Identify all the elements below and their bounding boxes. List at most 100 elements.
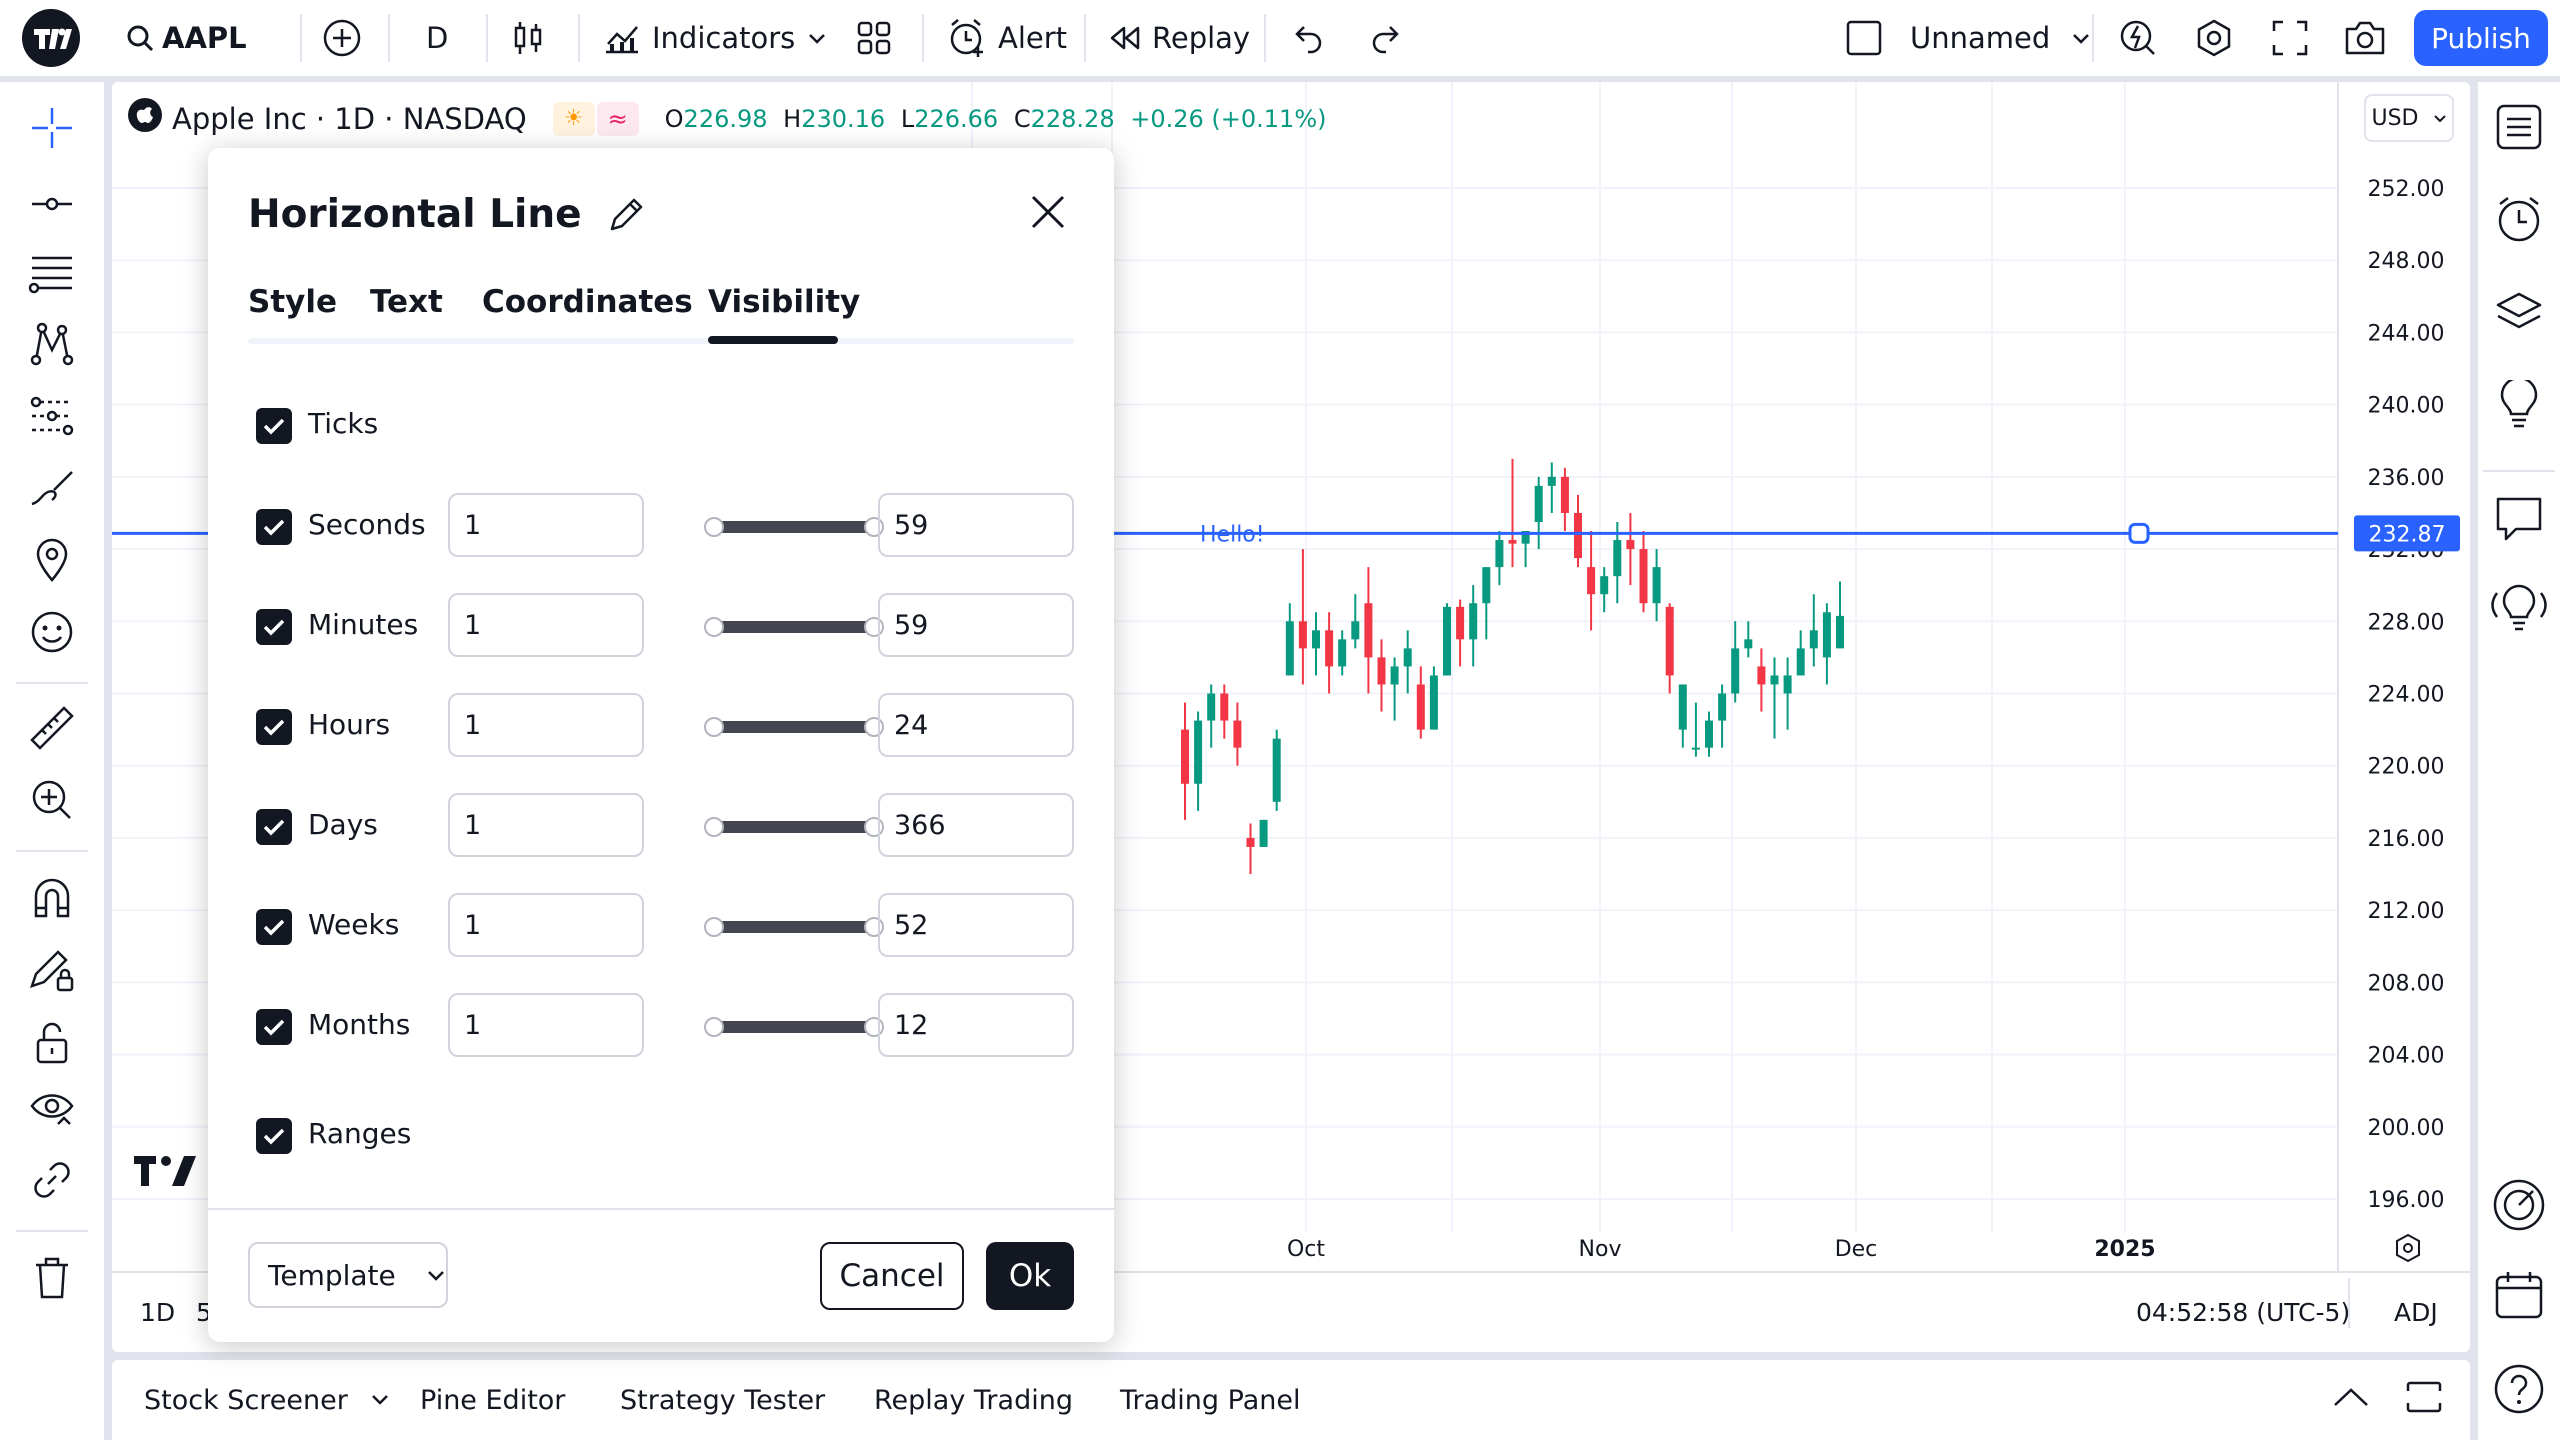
marker-tool[interactable] [24,534,80,590]
alert-button[interactable]: Alert [946,0,1067,76]
tab-trading-panel[interactable]: Trading Panel [1120,1384,1301,1416]
cancel-button[interactable]: Cancel [820,1242,964,1310]
range-slider[interactable] [704,617,884,637]
symbol-search-button[interactable]: AAPL [126,0,247,76]
from-input[interactable]: 1 [448,993,644,1057]
brush-tool[interactable] [24,462,80,518]
quick-search-button[interactable] [2118,0,2158,76]
clock-label[interactable]: 04:52:58 (UTC-5) [2136,1298,2351,1327]
prediction-tool[interactable] [24,390,80,446]
range-slider[interactable] [704,917,884,937]
range-slider[interactable] [704,817,884,837]
ranges-checkbox[interactable] [256,1118,292,1154]
templates-button[interactable] [856,0,892,76]
slider-min-handle[interactable] [704,717,724,737]
chart-canvas[interactable]: 252.00248.00244.00240.00236.00232.00228.… [112,82,2470,1352]
hours-checkbox[interactable] [256,709,292,745]
magnet-tool[interactable] [24,872,80,928]
trash-icon [32,1255,72,1305]
tab-replay-trading[interactable]: Replay Trading [874,1384,1073,1416]
slider-min-handle[interactable] [704,917,724,937]
pencil-icon[interactable] [608,197,644,233]
range-slider[interactable] [704,717,884,737]
to-input[interactable]: 366 [878,793,1074,857]
ideas-button[interactable] [2490,376,2548,436]
streams-button[interactable] [2490,582,2548,640]
to-input[interactable]: 59 [878,593,1074,657]
slider-min-handle[interactable] [704,817,724,837]
ok-button[interactable]: Ok [986,1242,1074,1310]
to-input[interactable]: 59 [878,493,1074,557]
months-checkbox[interactable] [256,1009,292,1045]
tab-style[interactable]: Style [248,284,338,320]
adj-button[interactable]: ADJ [2394,1298,2438,1327]
indicators-button[interactable]: Indicators [602,0,795,76]
range-slider[interactable] [704,517,884,537]
stay-in-drawing-tool[interactable] [24,944,80,1000]
check-icon [263,819,285,836]
publish-button[interactable]: Publish [2414,10,2548,66]
template-dropdown[interactable]: Template [248,1242,448,1308]
close-button[interactable] [1028,192,1068,236]
tab-visibility[interactable]: Visibility [708,284,861,320]
chats-button[interactable] [2490,492,2548,550]
interval-button[interactable]: D [426,21,449,55]
to-input[interactable]: 12 [878,993,1074,1057]
tab-text[interactable]: Text [370,284,443,320]
trend-line-tool[interactable] [24,178,80,234]
days-checkbox[interactable] [256,809,292,845]
chart-type-button[interactable] [508,0,548,76]
crosshair-tool[interactable] [24,102,80,158]
from-input[interactable]: 1 [448,893,644,957]
link-tool[interactable] [24,1154,80,1210]
maximize-panel-button[interactable] [2406,1360,2442,1440]
slider-min-handle[interactable] [704,617,724,637]
weeks-checkbox[interactable] [256,909,292,945]
help-button[interactable] [2490,1362,2548,1420]
from-input[interactable]: 1 [448,593,644,657]
lock-drawings-tool[interactable] [24,1016,80,1072]
from-input[interactable]: 1 [448,693,644,757]
collapse-panel-button[interactable] [2332,1360,2370,1440]
replay-button[interactable]: Replay [1106,0,1250,76]
pattern-tool[interactable] [24,318,80,374]
seconds-checkbox[interactable] [256,509,292,545]
from-input[interactable]: 1 [448,793,644,857]
from-input[interactable]: 1 [448,493,644,557]
tab-coordinates[interactable]: Coordinates [482,284,693,320]
redo-button[interactable] [1368,0,1402,76]
tab-strategy-tester[interactable]: Strategy Tester [620,1384,826,1416]
object-tree-button[interactable] [2490,286,2548,344]
currency-selector[interactable]: USD [2364,94,2454,142]
emoji-tool[interactable] [24,606,80,662]
range-1d-button[interactable]: 1D [140,1298,176,1327]
tradingview-logo-icon[interactable] [22,0,80,76]
settings-button[interactable] [2194,0,2234,76]
compare-symbol-button[interactable] [322,0,362,76]
minutes-checkbox[interactable] [256,609,292,645]
slider-min-handle[interactable] [704,517,724,537]
fullscreen-button[interactable] [2272,0,2308,76]
to-input[interactable]: 52 [878,893,1074,957]
indicators-dropdown[interactable] [806,0,828,76]
axis-settings-icon[interactable] [2392,1232,2424,1268]
layout-button[interactable]: Unnamed [1846,0,2092,76]
watchlist-button[interactable] [2490,100,2548,158]
range-5-button[interactable]: 5 [196,1298,212,1327]
zoom-tool[interactable] [24,774,80,830]
fib-tool[interactable] [24,248,80,304]
range-slider[interactable] [704,1017,884,1037]
to-input[interactable]: 24 [878,693,1074,757]
hide-drawings-tool[interactable] [24,1084,80,1140]
measure-tool[interactable] [24,702,80,758]
ticks-checkbox[interactable] [256,408,292,444]
remove-drawings-tool[interactable] [24,1252,80,1308]
calendar-button[interactable] [2490,1268,2548,1326]
snapshot-button[interactable] [2344,0,2386,76]
tab-pine-editor[interactable]: Pine Editor [420,1384,566,1416]
alerts-button[interactable] [2490,192,2548,250]
hotlists-button[interactable] [2490,1178,2548,1236]
undo-button[interactable] [1292,0,1326,76]
tab-stock-screener[interactable]: Stock Screener [144,1360,390,1440]
slider-min-handle[interactable] [704,1017,724,1037]
